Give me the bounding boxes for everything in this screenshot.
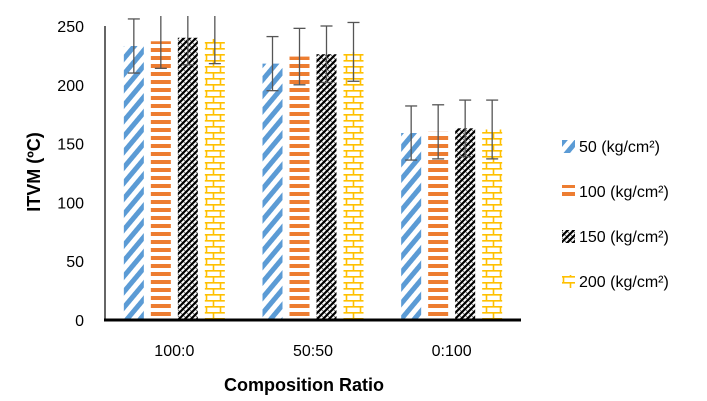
legend-label: 150 (kg/cm²) [579,229,669,246]
y-tick-label: 100 [57,195,84,212]
y-axis-ticks: 0 50 100 150 200 250 [57,19,84,330]
bar [343,51,364,320]
y-tick-label: 50 [66,254,84,271]
legend-swatch [562,275,575,288]
legend-swatch [562,185,575,198]
x-tick-label: 50:50 [293,343,333,360]
bar [204,38,225,320]
x-tick-label: 100:0 [154,343,194,360]
legend-label: 100 (kg/cm²) [579,184,669,201]
y-tick-label: 150 [57,137,84,154]
legend-label: 50 (kg/cm²) [579,139,660,156]
bar [150,41,171,321]
bar [455,128,476,320]
y-axis-label: ITVM (ºC) [24,132,44,212]
bar-series [123,37,503,321]
bar [289,56,310,321]
y-tick-label: 250 [57,19,84,36]
legend-label: 200 (kg/cm²) [579,274,669,291]
bar [401,133,422,320]
bar [316,54,337,320]
bar [262,63,283,321]
x-axis-ticks: 100:0 50:50 0:100 [154,343,471,360]
bar [177,37,198,320]
y-tick-label: 200 [57,78,84,95]
bar [482,129,503,320]
error-bars [127,16,499,161]
legend-swatch [562,230,575,243]
legend: 50 (kg/cm²) 100 (kg/cm²) 150 (kg/cm²) 200 (… [562,139,669,291]
bar [428,131,449,320]
legend-swatch [562,140,575,153]
y-tick-label: 0 [75,313,84,330]
x-tick-label: 0:100 [432,343,472,360]
bar [123,45,144,320]
x-axis-label: Composition Ratio [224,375,384,395]
